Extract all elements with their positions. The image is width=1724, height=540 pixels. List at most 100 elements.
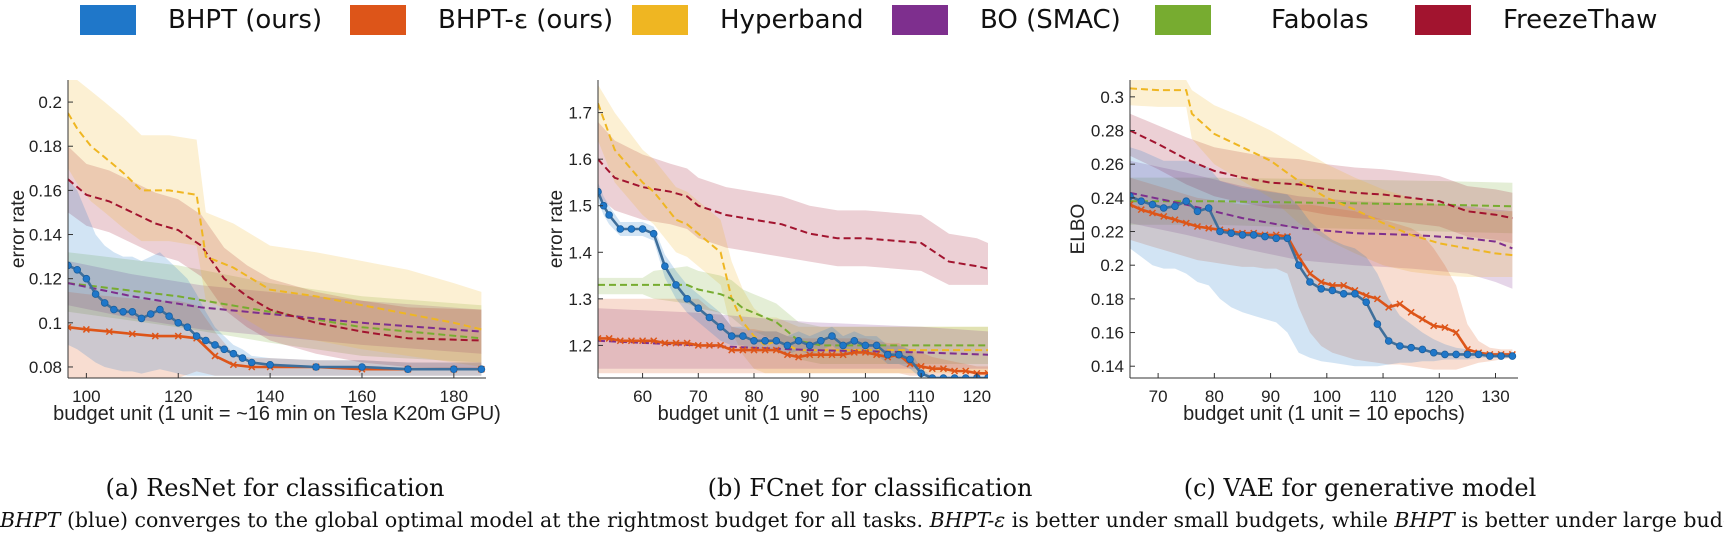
- subcaption-a: (a) ResNet for classification: [105, 474, 445, 502]
- point-bhpt-ours: [1486, 352, 1494, 360]
- y-tick-label: 1.6: [568, 150, 592, 169]
- band-bo-smac: [1130, 160, 1513, 289]
- point-bhpt-ours: [91, 290, 100, 298]
- point-bhpt-ours: [1396, 342, 1404, 350]
- point-bhpt-ours: [1452, 350, 1460, 359]
- x-axis-label: budget unit (1 unit = 10 epochs): [1183, 403, 1465, 425]
- point-bhpt-eps-ours: [850, 348, 858, 356]
- point-bhpt-ours: [739, 332, 747, 340]
- y-tick-label: 1.7: [568, 104, 592, 123]
- point-bhpt-ours: [1418, 345, 1427, 354]
- point-bhpt-ours: [683, 294, 691, 303]
- point-bhpt-eps-ours: [1317, 278, 1325, 286]
- point-bhpt-eps-ours: [1205, 224, 1213, 232]
- point-bhpt-eps-ours: [839, 351, 847, 359]
- point-bhpt-ours: [716, 322, 725, 331]
- point-bhpt-ours: [1272, 234, 1280, 243]
- point-bhpt-eps-ours: [82, 325, 90, 333]
- point-bhpt-ours: [229, 349, 238, 358]
- point-bhpt-ours: [192, 332, 201, 340]
- line-freezethaw: [68, 178, 482, 342]
- figure-caption: BHPT (blue) converges to the global opti…: [0, 508, 1724, 532]
- y-tick-label: 0.22: [1091, 223, 1124, 242]
- legend-item-bhpt-eps: BHPT-ε (ours): [350, 4, 613, 36]
- x-tick-label: 100: [851, 387, 879, 406]
- band-fabolas: [598, 266, 988, 364]
- point-bhpt-ours: [449, 365, 458, 374]
- point-bhpt-ours: [165, 312, 173, 321]
- x-tick-label: 90: [800, 387, 819, 406]
- legend-swatch-fabolas: [1155, 5, 1211, 35]
- point-bhpt-ours: [805, 341, 814, 350]
- point-bhpt-ours: [266, 360, 274, 369]
- point-bhpt-eps-ours: [717, 341, 725, 349]
- point-bhpt-ours: [183, 323, 192, 332]
- y-tick-label: 0.18: [29, 137, 62, 156]
- point-bhpt-eps-ours: [795, 353, 803, 361]
- point-bhpt-eps-ours: [1182, 219, 1190, 227]
- point-bhpt-eps-ours: [128, 330, 136, 338]
- point-bhpt-eps-ours: [1160, 212, 1168, 220]
- point-bhpt-ours: [1441, 350, 1449, 359]
- point-bhpt-eps-ours: [1407, 308, 1415, 316]
- point-bhpt-ours: [1294, 261, 1303, 270]
- point-bhpt-eps-ours: [1385, 303, 1393, 311]
- point-bhpt-eps-ours: [639, 337, 647, 345]
- x-tick-label: 120: [963, 387, 991, 406]
- band-freezethaw: [598, 121, 988, 285]
- point-bhpt-eps-ours: [1441, 323, 1449, 332]
- x-tick-label: 100: [72, 387, 100, 406]
- point-bhpt-eps-ours: [627, 337, 635, 345]
- point-bhpt-ours: [1362, 298, 1370, 307]
- subcaption-b: (b) FCnet for classification: [707, 474, 1033, 502]
- point-bhpt-eps-ours: [1418, 315, 1426, 323]
- band-freezethaw: [1130, 113, 1513, 244]
- point-bhpt-eps-ours: [174, 332, 182, 340]
- point-bhpt-ours: [1384, 337, 1393, 345]
- legend-swatch-bo-smac: [892, 5, 948, 35]
- legend-item-freezethaw: FreezeThaw: [1415, 4, 1657, 36]
- y-tick-label: 1.3: [568, 290, 592, 309]
- y-tick-label: 1.5: [568, 197, 592, 216]
- band-fabolas: [1130, 177, 1513, 234]
- x-tick-label: 110: [908, 387, 935, 406]
- legend-label-bhpt-eps: BHPT-ε (ours): [438, 5, 614, 35]
- y-axis-label: error rate: [546, 190, 567, 268]
- point-bhpt-eps-ours: [683, 339, 691, 347]
- point-bhpt-ours: [1137, 197, 1145, 206]
- point-bhpt-ours: [1351, 289, 1359, 298]
- point-bhpt-ours: [895, 350, 903, 359]
- y-axis-label: ELBO: [1068, 204, 1089, 255]
- point-bhpt-ours: [477, 365, 486, 374]
- point-bhpt-eps-ours: [1171, 216, 1179, 224]
- point-bhpt-ours: [750, 336, 758, 345]
- y-tick-label: 0.16: [29, 181, 62, 200]
- point-bhpt-ours: [119, 307, 127, 316]
- point-bhpt-ours: [128, 307, 137, 316]
- point-bhpt-eps-ours: [661, 339, 669, 347]
- point-bhpt-ours: [1306, 278, 1314, 286]
- point-bhpt-eps-ours: [1373, 295, 1381, 303]
- point-bhpt-ours: [1463, 350, 1472, 359]
- legend-item-hyperband: Hyperband: [632, 4, 864, 36]
- point-bhpt-ours: [672, 281, 680, 289]
- point-bhpt-ours: [794, 336, 803, 345]
- point-bhpt-eps-ours: [229, 361, 237, 369]
- point-bhpt-ours: [404, 365, 412, 374]
- band-hyperband: [1130, 80, 1513, 277]
- subcaption-c: (c) VAE for generative model: [1183, 474, 1537, 502]
- chart-3: 70 80 90 100 110 120 130 0.14 0.16 0.18 0.2 0.22 0.2…: [1068, 80, 1518, 425]
- point-bhpt-eps-ours: [705, 341, 713, 349]
- x-axis-label: budget unit (1 unit = 5 epochs): [658, 403, 929, 425]
- point-bhpt-ours: [939, 374, 948, 378]
- point-bhpt-ours: [146, 310, 155, 318]
- point-bhpt-ours: [312, 363, 320, 371]
- legend-label-bhpt: BHPT (ours): [168, 5, 323, 35]
- point-bhpt-eps-ours: [598, 334, 602, 342]
- x-tick-label: 80: [1205, 387, 1224, 406]
- band-hyperband: [68, 80, 482, 367]
- point-bhpt-ours: [1339, 289, 1348, 298]
- point-bhpt-eps-ours: [672, 339, 680, 347]
- point-bhpt-eps-ours: [1340, 281, 1348, 289]
- legend-item-fabolas: Fabolas: [1155, 4, 1369, 36]
